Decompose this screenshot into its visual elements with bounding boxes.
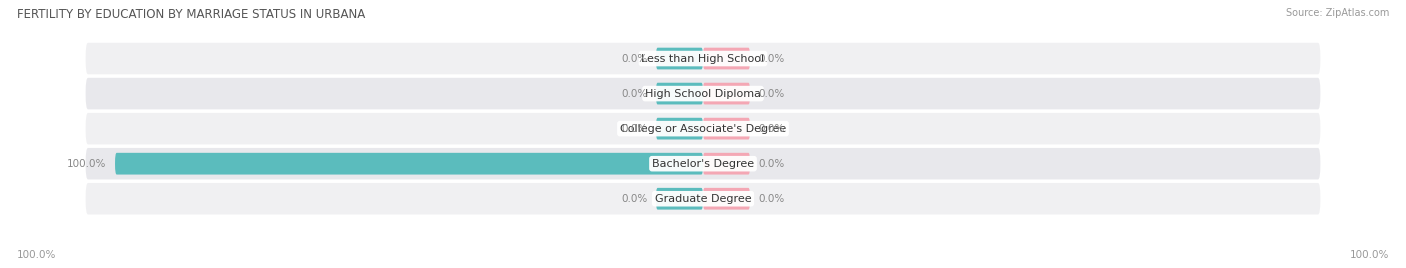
Text: Source: ZipAtlas.com: Source: ZipAtlas.com <box>1285 8 1389 18</box>
Text: 0.0%: 0.0% <box>759 54 785 64</box>
Text: 0.0%: 0.0% <box>759 194 785 204</box>
Text: 100.0%: 100.0% <box>67 159 107 169</box>
Text: 0.0%: 0.0% <box>621 194 647 204</box>
FancyBboxPatch shape <box>86 148 1320 180</box>
Text: 0.0%: 0.0% <box>621 89 647 99</box>
Text: 0.0%: 0.0% <box>759 89 785 99</box>
Text: Bachelor's Degree: Bachelor's Degree <box>652 159 754 169</box>
FancyBboxPatch shape <box>703 48 749 69</box>
Text: 0.0%: 0.0% <box>759 159 785 169</box>
Text: Graduate Degree: Graduate Degree <box>655 194 751 204</box>
Text: High School Diploma: High School Diploma <box>645 89 761 99</box>
FancyBboxPatch shape <box>703 118 749 140</box>
FancyBboxPatch shape <box>657 118 703 140</box>
FancyBboxPatch shape <box>86 78 1320 109</box>
Text: 100.0%: 100.0% <box>1350 250 1389 260</box>
FancyBboxPatch shape <box>703 188 749 210</box>
Text: 100.0%: 100.0% <box>17 250 56 260</box>
Text: 0.0%: 0.0% <box>759 124 785 134</box>
FancyBboxPatch shape <box>703 83 749 105</box>
FancyBboxPatch shape <box>115 153 703 174</box>
FancyBboxPatch shape <box>657 48 703 69</box>
FancyBboxPatch shape <box>86 183 1320 214</box>
FancyBboxPatch shape <box>86 43 1320 74</box>
Text: 0.0%: 0.0% <box>621 54 647 64</box>
Text: FERTILITY BY EDUCATION BY MARRIAGE STATUS IN URBANA: FERTILITY BY EDUCATION BY MARRIAGE STATU… <box>17 8 366 21</box>
Text: Less than High School: Less than High School <box>641 54 765 64</box>
Text: 0.0%: 0.0% <box>621 124 647 134</box>
FancyBboxPatch shape <box>86 113 1320 144</box>
FancyBboxPatch shape <box>657 188 703 210</box>
FancyBboxPatch shape <box>657 83 703 105</box>
FancyBboxPatch shape <box>703 153 749 174</box>
Text: College or Associate's Degree: College or Associate's Degree <box>620 124 786 134</box>
